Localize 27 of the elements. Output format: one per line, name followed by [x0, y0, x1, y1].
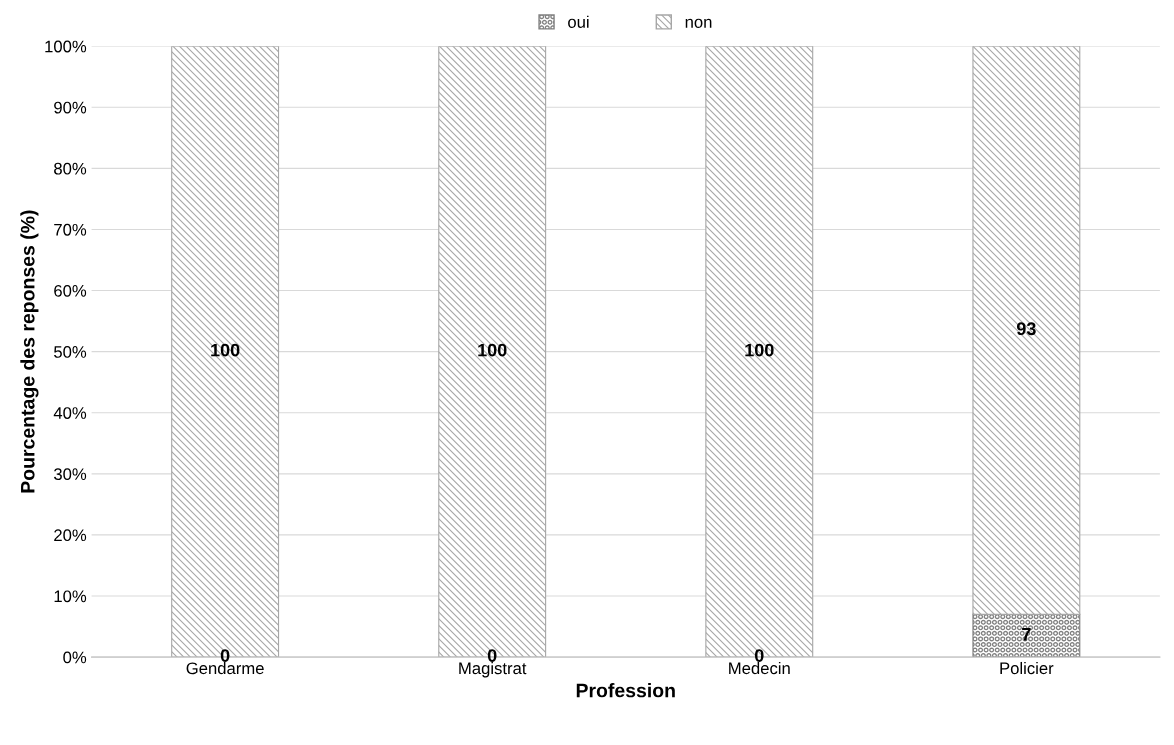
- legend-label: oui: [568, 15, 589, 28]
- y-tick-label: 60%: [54, 284, 87, 297]
- x-tick-label: Magistrat: [459, 661, 527, 678]
- x-tick-label: Gendarme: [186, 661, 264, 675]
- data-label: 0: [487, 649, 497, 662]
- x-axis-title: Profession: [576, 683, 675, 698]
- y-tick-label: 80%: [54, 162, 87, 175]
- y-tick-label: 40%: [53, 407, 87, 419]
- y-axis-title: Pourcentage des reponses (%): [20, 210, 39, 493]
- y-tick-label: 10%: [54, 590, 87, 603]
- data-label: 7: [1022, 627, 1031, 641]
- y-tick-label: 70%: [54, 223, 87, 236]
- y-tick-label: 50%: [54, 346, 87, 358]
- data-label: 100: [745, 343, 774, 357]
- x-tick-label: Medecin: [729, 661, 790, 675]
- y-tick-label: 90%: [54, 101, 87, 114]
- legend-label: non: [685, 18, 712, 28]
- y-tick-label: 30%: [53, 468, 87, 481]
- x-tick-label: Policier: [1000, 661, 1054, 675]
- y-tick-label: 20%: [54, 529, 87, 542]
- data-label: 0: [220, 649, 230, 662]
- y-tick-label: 100%: [45, 40, 87, 53]
- data-label: 100: [211, 343, 240, 357]
- data-label: 93: [1016, 322, 1036, 336]
- data-label: 0: [754, 649, 764, 662]
- y-tick-label: 0%: [63, 651, 87, 664]
- data-label: 100: [478, 343, 507, 357]
